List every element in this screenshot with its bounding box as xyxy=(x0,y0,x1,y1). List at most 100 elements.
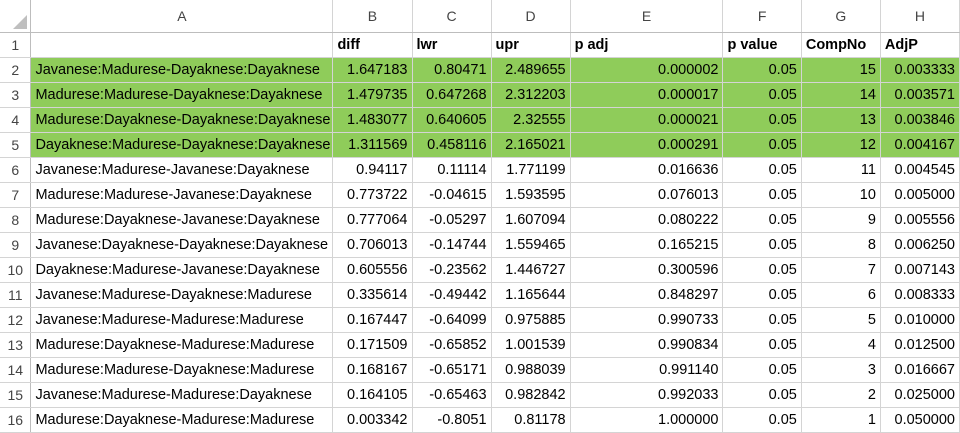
cell-F11[interactable]: 0.05 xyxy=(722,282,802,308)
cell-E15[interactable]: 0.992033 xyxy=(570,382,724,408)
column-header-B[interactable]: B xyxy=(332,0,413,33)
cell-D5[interactable]: 2.165021 xyxy=(491,132,571,158)
cell-F6[interactable]: 0.05 xyxy=(722,157,802,183)
cell-G4[interactable]: 13 xyxy=(801,107,881,133)
cell-C8[interactable]: -0.05297 xyxy=(412,207,492,233)
cell-B6[interactable]: 0.94117 xyxy=(332,157,413,183)
cell-F7[interactable]: 0.05 xyxy=(722,182,802,208)
cell-G5[interactable]: 12 xyxy=(801,132,881,158)
cell-C4[interactable]: 0.640605 xyxy=(412,107,492,133)
cell-B10[interactable]: 0.605556 xyxy=(332,257,413,283)
select-all-corner[interactable] xyxy=(0,0,32,33)
cell-B8[interactable]: 0.777064 xyxy=(332,207,413,233)
cell-E4[interactable]: 0.000021 xyxy=(570,107,724,133)
cell-F5[interactable]: 0.05 xyxy=(722,132,802,158)
cell-D12[interactable]: 0.975885 xyxy=(491,307,571,333)
cell-D7[interactable]: 1.593595 xyxy=(491,182,571,208)
cell-D9[interactable]: 1.559465 xyxy=(491,232,571,258)
cell-E10[interactable]: 0.300596 xyxy=(570,257,724,283)
cell-A14[interactable]: Madurese:Madurese-Dayaknese:Madurese xyxy=(30,357,334,383)
cell-A15[interactable]: Javanese:Madurese-Madurese:Dayaknese xyxy=(30,382,334,408)
row-header[interactable]: 4 xyxy=(0,107,32,133)
cell-F12[interactable]: 0.05 xyxy=(722,307,802,333)
cell-C13[interactable]: -0.65852 xyxy=(412,332,492,358)
cell-B13[interactable]: 0.171509 xyxy=(332,332,413,358)
cell-G1[interactable]: CompNo xyxy=(801,32,881,58)
cell-A8[interactable]: Madurese:Dayaknese-Javanese:Dayaknese xyxy=(30,207,334,233)
cell-G14[interactable]: 3 xyxy=(801,357,881,383)
cell-G13[interactable]: 4 xyxy=(801,332,881,358)
column-header-C[interactable]: C xyxy=(412,0,492,33)
row-header[interactable]: 15 xyxy=(0,382,32,408)
cell-B12[interactable]: 0.167447 xyxy=(332,307,413,333)
cell-H12[interactable]: 0.010000 xyxy=(880,307,960,333)
cell-H11[interactable]: 0.008333 xyxy=(880,282,960,308)
cell-E16[interactable]: 1.000000 xyxy=(570,407,724,433)
cell-C5[interactable]: 0.458116 xyxy=(412,132,492,158)
cell-B2[interactable]: 1.647183 xyxy=(332,57,413,83)
cell-E13[interactable]: 0.990834 xyxy=(570,332,724,358)
cell-E11[interactable]: 0.848297 xyxy=(570,282,724,308)
cell-H10[interactable]: 0.007143 xyxy=(880,257,960,283)
cell-A5[interactable]: Dayaknese:Madurese-Dayaknese:Dayaknese xyxy=(30,132,334,158)
cell-E1[interactable]: p adj xyxy=(570,32,724,58)
cell-C12[interactable]: -0.64099 xyxy=(412,307,492,333)
cell-D6[interactable]: 1.771199 xyxy=(491,157,571,183)
cell-G3[interactable]: 14 xyxy=(801,82,881,108)
cell-E5[interactable]: 0.000291 xyxy=(570,132,724,158)
cell-C9[interactable]: -0.14744 xyxy=(412,232,492,258)
cell-B15[interactable]: 0.164105 xyxy=(332,382,413,408)
cell-D11[interactable]: 1.165644 xyxy=(491,282,571,308)
cell-F1[interactable]: p value xyxy=(722,32,802,58)
row-header[interactable]: 9 xyxy=(0,232,32,258)
cell-G8[interactable]: 9 xyxy=(801,207,881,233)
column-header-H[interactable]: H xyxy=(880,0,960,33)
cell-H7[interactable]: 0.005000 xyxy=(880,182,960,208)
cell-E7[interactable]: 0.076013 xyxy=(570,182,724,208)
row-header[interactable]: 3 xyxy=(0,82,32,108)
cell-F3[interactable]: 0.05 xyxy=(722,82,802,108)
cell-F13[interactable]: 0.05 xyxy=(722,332,802,358)
cell-G7[interactable]: 10 xyxy=(801,182,881,208)
cell-G9[interactable]: 8 xyxy=(801,232,881,258)
cell-B4[interactable]: 1.483077 xyxy=(332,107,413,133)
cell-B3[interactable]: 1.479735 xyxy=(332,82,413,108)
row-header[interactable]: 8 xyxy=(0,207,32,233)
row-header[interactable]: 7 xyxy=(0,182,32,208)
cell-C1[interactable]: lwr xyxy=(412,32,492,58)
cell-B16[interactable]: 0.003342 xyxy=(332,407,413,433)
cell-D1[interactable]: upr xyxy=(491,32,571,58)
cell-C11[interactable]: -0.49442 xyxy=(412,282,492,308)
cell-B9[interactable]: 0.706013 xyxy=(332,232,413,258)
cell-B5[interactable]: 1.311569 xyxy=(332,132,413,158)
cell-E9[interactable]: 0.165215 xyxy=(570,232,724,258)
cell-A11[interactable]: Javanese:Madurese-Dayaknese:Madurese xyxy=(30,282,334,308)
cell-A1[interactable] xyxy=(30,32,334,58)
cell-H15[interactable]: 0.025000 xyxy=(880,382,960,408)
cell-G6[interactable]: 11 xyxy=(801,157,881,183)
cell-G2[interactable]: 15 xyxy=(801,57,881,83)
cell-A10[interactable]: Dayaknese:Madurese-Javanese:Dayaknese xyxy=(30,257,334,283)
cell-F14[interactable]: 0.05 xyxy=(722,357,802,383)
cell-C3[interactable]: 0.647268 xyxy=(412,82,492,108)
cell-A12[interactable]: Javanese:Madurese-Madurese:Madurese xyxy=(30,307,334,333)
cell-A9[interactable]: Javanese:Dayaknese-Dayaknese:Dayaknese xyxy=(30,232,334,258)
cell-F2[interactable]: 0.05 xyxy=(722,57,802,83)
row-header[interactable]: 12 xyxy=(0,307,32,333)
cell-A7[interactable]: Madurese:Madurese-Javanese:Dayaknese xyxy=(30,182,334,208)
row-header[interactable]: 1 xyxy=(0,32,32,58)
row-header[interactable]: 5 xyxy=(0,132,32,158)
row-header[interactable]: 6 xyxy=(0,157,32,183)
row-header[interactable]: 2 xyxy=(0,57,32,83)
cell-H14[interactable]: 0.016667 xyxy=(880,357,960,383)
column-header-D[interactable]: D xyxy=(491,0,571,33)
cell-E2[interactable]: 0.000002 xyxy=(570,57,724,83)
cell-D3[interactable]: 2.312203 xyxy=(491,82,571,108)
cell-E14[interactable]: 0.991140 xyxy=(570,357,724,383)
cell-A2[interactable]: Javanese:Madurese-Dayaknese:Dayaknese xyxy=(30,57,334,83)
cell-D14[interactable]: 0.988039 xyxy=(491,357,571,383)
cell-G10[interactable]: 7 xyxy=(801,257,881,283)
row-header[interactable]: 13 xyxy=(0,332,32,358)
cell-H2[interactable]: 0.003333 xyxy=(880,57,960,83)
cell-F10[interactable]: 0.05 xyxy=(722,257,802,283)
